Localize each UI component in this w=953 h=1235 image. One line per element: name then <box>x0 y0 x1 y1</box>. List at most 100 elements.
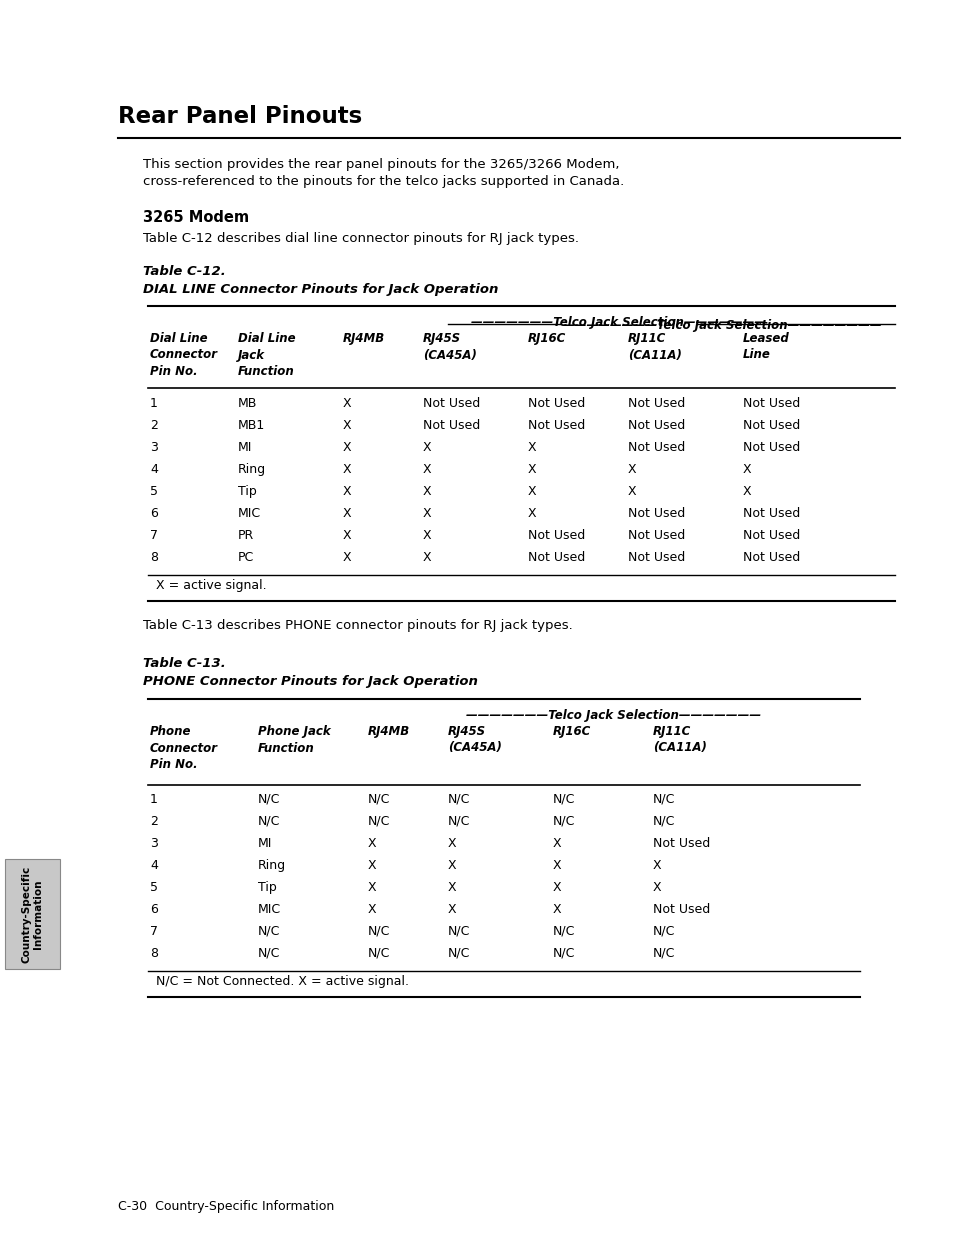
Text: Tip: Tip <box>237 485 256 498</box>
Text: 2: 2 <box>150 815 157 827</box>
Text: N/C: N/C <box>257 815 280 827</box>
Text: PR: PR <box>237 529 254 542</box>
Text: N/C: N/C <box>652 925 675 939</box>
Text: N/C: N/C <box>368 815 390 827</box>
Text: Not Used: Not Used <box>527 551 584 564</box>
Text: N/C: N/C <box>448 947 470 960</box>
Text: Not Used: Not Used <box>742 441 800 454</box>
Text: X: X <box>343 396 352 410</box>
Text: 4: 4 <box>150 860 157 872</box>
Text: X: X <box>343 463 352 475</box>
Text: 3: 3 <box>150 837 157 850</box>
Text: X: X <box>527 508 536 520</box>
Text: Not Used: Not Used <box>652 903 709 916</box>
Text: X: X <box>627 463 636 475</box>
Text: X: X <box>652 881 661 894</box>
Text: X: X <box>448 837 456 850</box>
Text: This section provides the rear panel pinouts for the 3265/3266 Modem,: This section provides the rear panel pin… <box>143 158 618 170</box>
Text: Leased
Line: Leased Line <box>742 332 789 362</box>
Text: Dial Line
Jack
Function: Dial Line Jack Function <box>237 332 295 378</box>
Text: X: X <box>627 485 636 498</box>
Text: MB: MB <box>237 396 257 410</box>
Text: Not Used: Not Used <box>527 529 584 542</box>
Text: X: X <box>343 508 352 520</box>
Text: Table C-13 describes PHONE connector pinouts for RJ jack types.: Table C-13 describes PHONE connector pin… <box>143 619 572 632</box>
Text: X: X <box>448 860 456 872</box>
Text: 4: 4 <box>150 463 157 475</box>
Text: Not Used: Not Used <box>527 419 584 432</box>
Text: 5: 5 <box>150 881 158 894</box>
Text: X: X <box>553 903 561 916</box>
Text: Not Used: Not Used <box>422 419 479 432</box>
Text: X: X <box>343 441 352 454</box>
Text: N/C: N/C <box>257 925 280 939</box>
Text: N/C: N/C <box>448 793 470 806</box>
Text: Not Used: Not Used <box>627 419 684 432</box>
Text: RJ11C
(CA11A): RJ11C (CA11A) <box>627 332 681 362</box>
Text: Dial Line
Connector
Pin No.: Dial Line Connector Pin No. <box>150 332 218 378</box>
Text: Table C-12 describes dial line connector pinouts for RJ jack types.: Table C-12 describes dial line connector… <box>143 232 578 245</box>
Bar <box>5 860 60 969</box>
Text: RJ4MB: RJ4MB <box>343 332 385 345</box>
Text: N/C = Not Connected. X = active signal.: N/C = Not Connected. X = active signal. <box>156 974 409 988</box>
Text: RJ16C: RJ16C <box>553 725 591 739</box>
Text: Not Used: Not Used <box>627 529 684 542</box>
Text: N/C: N/C <box>652 793 675 806</box>
Text: X: X <box>343 551 352 564</box>
Text: X: X <box>527 485 536 498</box>
Text: ————————Telco Jack Selection————————: ————————Telco Jack Selection———————— <box>562 319 881 332</box>
Text: X: X <box>422 441 431 454</box>
Text: N/C: N/C <box>652 815 675 827</box>
Text: X: X <box>368 903 376 916</box>
Text: 5: 5 <box>150 485 158 498</box>
Text: Country-Specific
Information: Country-Specific Information <box>22 866 43 962</box>
Text: X: X <box>368 837 376 850</box>
Text: Phone
Connector
Pin No.: Phone Connector Pin No. <box>150 725 218 771</box>
Text: 6: 6 <box>150 508 157 520</box>
Text: Ring: Ring <box>237 463 266 475</box>
Text: RJ4MB: RJ4MB <box>368 725 410 739</box>
Text: X: X <box>448 881 456 894</box>
Text: Rear Panel Pinouts: Rear Panel Pinouts <box>118 105 362 128</box>
Text: X: X <box>448 903 456 916</box>
Text: MIC: MIC <box>237 508 261 520</box>
Text: X: X <box>368 881 376 894</box>
Text: Not Used: Not Used <box>527 396 584 410</box>
Text: N/C: N/C <box>553 793 575 806</box>
Text: X: X <box>527 441 536 454</box>
Text: N/C: N/C <box>553 925 575 939</box>
Text: N/C: N/C <box>368 793 390 806</box>
Text: Table C-12.: Table C-12. <box>143 266 226 278</box>
Text: N/C: N/C <box>448 815 470 827</box>
Text: RJ45S
(CA45A): RJ45S (CA45A) <box>448 725 501 755</box>
Text: N/C: N/C <box>368 947 390 960</box>
Text: 7: 7 <box>150 529 158 542</box>
Text: X: X <box>553 860 561 872</box>
Text: ———————Telco Jack Selection———————: ———————Telco Jack Selection——————— <box>471 316 766 329</box>
Text: X: X <box>343 529 352 542</box>
Text: Phone Jack
Function: Phone Jack Function <box>257 725 331 755</box>
Text: MI: MI <box>237 441 253 454</box>
Text: X: X <box>343 419 352 432</box>
Text: X: X <box>422 508 431 520</box>
Text: 6: 6 <box>150 903 157 916</box>
Text: Not Used: Not Used <box>742 396 800 410</box>
Text: X: X <box>652 860 661 872</box>
Text: N/C: N/C <box>652 947 675 960</box>
Text: Not Used: Not Used <box>742 529 800 542</box>
Text: X = active signal.: X = active signal. <box>156 579 266 592</box>
Text: N/C: N/C <box>553 947 575 960</box>
Text: N/C: N/C <box>553 815 575 827</box>
Text: 2: 2 <box>150 419 157 432</box>
Text: 3265 Modem: 3265 Modem <box>143 210 249 225</box>
Text: Not Used: Not Used <box>742 508 800 520</box>
Text: X: X <box>742 463 751 475</box>
Text: RJ45S
(CA45A): RJ45S (CA45A) <box>422 332 476 362</box>
Text: X: X <box>422 485 431 498</box>
Text: Not Used: Not Used <box>627 396 684 410</box>
Text: X: X <box>368 860 376 872</box>
Text: Not Used: Not Used <box>627 551 684 564</box>
Text: DIAL LINE Connector Pinouts for Jack Operation: DIAL LINE Connector Pinouts for Jack Ope… <box>143 283 497 296</box>
Text: N/C: N/C <box>368 925 390 939</box>
Text: PC: PC <box>237 551 254 564</box>
